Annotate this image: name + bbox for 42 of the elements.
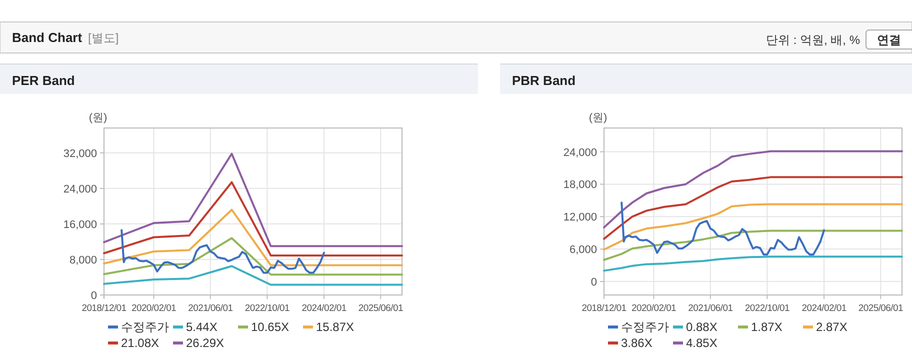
legend-label: 15.87X <box>316 320 354 334</box>
x-tick-label: 2020/02/01 <box>631 303 676 314</box>
x-tick-label: 2024/02/01 <box>802 303 846 314</box>
x-tick-label: 2022/10/01 <box>244 303 290 314</box>
chart-title: PER Band <box>12 73 75 88</box>
legend-label: 26.29X <box>186 336 224 350</box>
y-axis-title: (원) <box>588 112 608 124</box>
x-tick-label: 2020/02/01 <box>131 303 176 314</box>
y-tick-label: 24,000 <box>63 183 97 196</box>
text: 단위 : 억원, 배, % <box>766 33 860 47</box>
x-tick-label: 2021/06/01 <box>188 303 233 314</box>
legend-label: 수정주가 <box>621 320 669 334</box>
x-tick-label: 2025/06/01 <box>358 303 403 314</box>
x-tick-label: 2018/12/01 <box>82 303 126 314</box>
y-tick-label: 0 <box>90 290 97 302</box>
legend-label: 0.88X <box>686 320 718 334</box>
text: 연결 <box>877 33 901 47</box>
y-tick-label: 24,000 <box>563 146 597 159</box>
legend-label: 수정주가 <box>121 320 169 334</box>
y-axis-title: (원) <box>88 112 108 124</box>
x-tick-label: 2024/02/01 <box>302 303 346 314</box>
x-tick-label: 2018/12/01 <box>582 303 626 314</box>
y-tick-label: 18,000 <box>563 179 597 192</box>
y-tick-label: 16,000 <box>63 218 97 231</box>
chart-title: PBR Band <box>512 73 576 88</box>
x-tick-label: 2021/06/01 <box>688 303 733 314</box>
legend-label: 10.65X <box>251 320 290 334</box>
y-tick-label: 0 <box>590 276 597 288</box>
y-tick-label: 8,000 <box>69 254 97 266</box>
y-tick-label: 32,000 <box>63 148 97 160</box>
legend-label: 3.86X <box>621 336 652 350</box>
y-tick-label: 12,000 <box>563 212 597 224</box>
legend-label: 4.85X <box>686 336 718 350</box>
text: Band Chart <box>12 30 83 45</box>
legend-label: 21.08X <box>121 336 160 350</box>
legend-label: 2.87X <box>816 320 848 334</box>
legend-label: 1.87X <box>751 320 782 334</box>
legend-label: 5.44X <box>186 320 218 334</box>
text: [별도] <box>88 31 119 45</box>
x-tick-label: 2022/10/01 <box>744 303 790 314</box>
x-tick-label: 2025/06/01 <box>858 303 903 314</box>
y-tick-label: 6,000 <box>569 244 597 256</box>
